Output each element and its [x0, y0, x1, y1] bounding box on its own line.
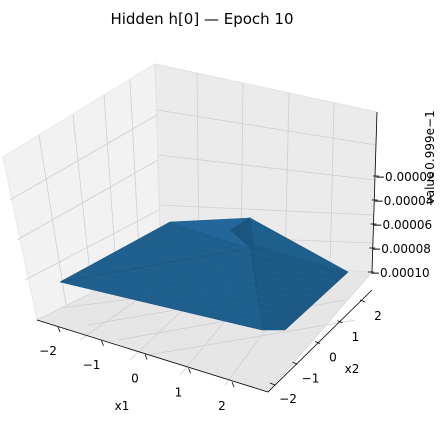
chart-title: Hidden h[0] — Epoch 10 [110, 10, 293, 28]
mesh-line [160, 226, 341, 278]
y-tick-label: −2 [279, 392, 297, 406]
y-tick-mark [314, 341, 321, 344]
mesh-line [114, 251, 306, 302]
surface-mesh [69, 226, 341, 326]
x-tick-label: 1 [175, 385, 183, 399]
x-tick-mark [57, 326, 61, 333]
x-axis-line [36, 319, 269, 393]
y-tick-mark [292, 361, 298, 365]
x-axis-label: x1 [115, 399, 130, 413]
x-tick-label: −2 [39, 344, 57, 358]
mesh-line [124, 246, 313, 297]
surface [59, 217, 349, 331]
y-tick-label: 1 [352, 330, 360, 344]
z-tick-label: −0.00010 [370, 266, 430, 280]
y-tick-mark [337, 320, 343, 324]
mesh-line [133, 241, 320, 292]
x-tick-mark [144, 354, 148, 360]
z-tick-label: −0.00004 [374, 194, 434, 208]
mesh-line [151, 231, 334, 282]
mesh-line [96, 261, 291, 311]
z-tick-label: −0.00008 [371, 242, 431, 256]
surface-peak-left [170, 218, 250, 248]
y-tick-label: 2 [374, 309, 382, 323]
x-tick-label: 2 [218, 399, 226, 413]
y-axis-label: x2 [345, 362, 360, 376]
x-tick-mark [188, 368, 191, 374]
x-tick-mark [101, 340, 104, 346]
z-tick-label: −0.00002 [375, 170, 435, 184]
x-tick-label: −1 [83, 358, 101, 372]
z-axis-label: value [423, 172, 437, 205]
mesh-line [87, 266, 284, 316]
surface-peak-shadow [250, 217, 348, 330]
y-tick-label: 0 [329, 351, 337, 365]
z-axis-line [371, 111, 378, 273]
surface-peak-spike [230, 217, 262, 330]
y-ticks: −2 −1 0 12 [269, 299, 382, 406]
x-tick-label: 0 [131, 372, 139, 386]
y-tick-mark [359, 299, 366, 303]
y-tick-mark [269, 382, 276, 386]
mesh-line [105, 256, 298, 307]
y-tick-label: −1 [302, 371, 320, 385]
x-ticks: −2 −1 0 1 2 [39, 326, 235, 413]
z-offset-label: 0.999e−1 [423, 110, 437, 169]
z-tick-label: −0.00006 [373, 218, 433, 232]
mesh-line [69, 276, 270, 326]
y-axis-line [267, 289, 373, 393]
z-ticks: −0.00002 −0.00004 −0.00006 −0.00008 −0.00010 [368, 170, 435, 280]
mesh-line [142, 236, 327, 287]
mesh-line [78, 271, 277, 321]
x-tick-mark [231, 381, 235, 388]
